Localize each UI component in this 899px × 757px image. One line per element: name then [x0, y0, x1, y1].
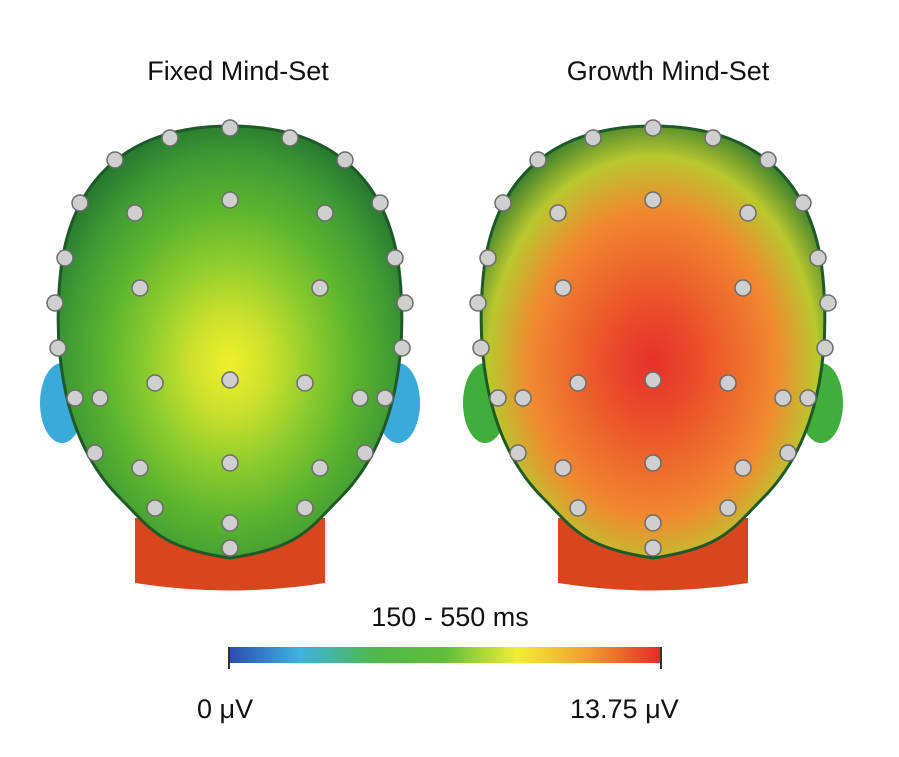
electrode-marker: [356, 444, 374, 462]
electrode-marker: [554, 459, 572, 477]
head-map-growth: [463, 119, 843, 591]
panel-title-growth: Growth Mind-Set: [566, 56, 770, 86]
electrode-marker: [644, 539, 662, 557]
electrode-marker: [472, 339, 490, 357]
electrode-marker: [734, 459, 752, 477]
electrode-marker: [86, 444, 104, 462]
panel-title-fixed: Fixed Mind-Set: [147, 56, 329, 86]
time-window-label: 150 - 550 ms: [371, 602, 529, 632]
scalp-map: [479, 124, 827, 560]
electrode-marker: [644, 371, 662, 389]
electrode-marker: [316, 204, 334, 222]
electrode-marker: [131, 279, 149, 297]
electrode-marker: [816, 339, 834, 357]
electrode-marker: [126, 204, 144, 222]
scalp-map: [56, 124, 404, 560]
electrode-marker: [311, 459, 329, 477]
electrode-marker: [584, 129, 602, 147]
electrode-marker: [49, 339, 67, 357]
colorbar: [228, 647, 662, 669]
electrode-marker: [131, 459, 149, 477]
colorbar-min-label: 0 μV: [197, 694, 254, 724]
electrode-marker: [371, 194, 389, 212]
electrode-marker: [146, 374, 164, 392]
electrode-marker: [569, 499, 587, 517]
electrode-marker: [376, 389, 394, 407]
electrode-marker: [529, 151, 547, 169]
electrode-marker: [46, 294, 64, 312]
electrode-marker: [161, 129, 179, 147]
electrode-marker: [469, 294, 487, 312]
electrode-marker: [146, 499, 164, 517]
electrode-marker: [221, 191, 239, 209]
electrode-marker: [799, 389, 817, 407]
electrode-marker: [739, 204, 757, 222]
electrode-marker: [569, 374, 587, 392]
electrode-marker: [386, 249, 404, 267]
electrode-marker: [56, 249, 74, 267]
electrode-marker: [719, 499, 737, 517]
head-map-fixed: [40, 119, 420, 591]
electrode-marker: [489, 389, 507, 407]
electrode-marker: [774, 389, 792, 407]
colorbar-max-label: 13.75 μV: [570, 694, 679, 724]
electrode-marker: [644, 119, 662, 137]
electrode-marker: [221, 371, 239, 389]
electrode-marker: [221, 454, 239, 472]
electrode-marker: [71, 194, 89, 212]
electrode-marker: [66, 389, 84, 407]
electrode-marker: [106, 151, 124, 169]
electrode-marker: [549, 204, 567, 222]
electrode-marker: [554, 279, 572, 297]
electrode-marker: [759, 151, 777, 169]
electrode-marker: [644, 191, 662, 209]
electrode-marker: [734, 279, 752, 297]
electrode-marker: [221, 514, 239, 532]
electrode-marker: [221, 539, 239, 557]
electrode-marker: [336, 151, 354, 169]
electrode-marker: [311, 279, 329, 297]
electrode-marker: [91, 389, 109, 407]
electrode-marker: [779, 444, 797, 462]
electrode-marker: [296, 499, 314, 517]
electrode-marker: [351, 389, 369, 407]
electrode-marker: [719, 374, 737, 392]
electrode-marker: [514, 389, 532, 407]
electrode-marker: [479, 249, 497, 267]
electrode-marker: [704, 129, 722, 147]
electrode-marker: [396, 294, 414, 312]
electrode-marker: [296, 374, 314, 392]
electrode-marker: [509, 444, 527, 462]
electrode-marker: [644, 454, 662, 472]
electrode-marker: [393, 339, 411, 357]
electrode-marker: [281, 129, 299, 147]
electrode-marker: [809, 249, 827, 267]
electrode-marker: [819, 294, 837, 312]
electrode-marker: [221, 119, 239, 137]
electrode-marker: [794, 194, 812, 212]
electrode-marker: [644, 514, 662, 532]
electrode-marker: [494, 194, 512, 212]
